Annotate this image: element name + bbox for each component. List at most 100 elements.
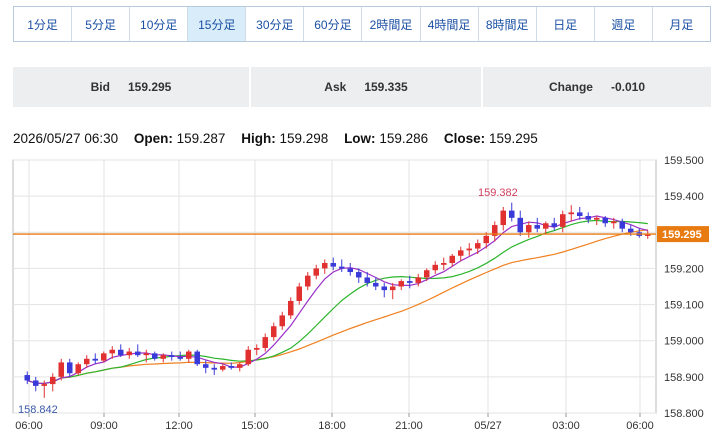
- candle-body: [304, 275, 311, 287]
- candle-body: [92, 358, 99, 361]
- close-value: 159.295: [488, 131, 538, 146]
- y-tick-label: 159.100: [664, 300, 704, 312]
- ask-panel: Ask 159.335: [251, 67, 481, 107]
- candle-body: [372, 282, 379, 287]
- candle-body: [457, 250, 464, 256]
- candle-body: [474, 243, 481, 249]
- tab-timeframe-4[interactable]: 15分足: [188, 7, 247, 41]
- candle-body: [610, 221, 617, 224]
- candle-body: [58, 362, 65, 377]
- current-price-tag: [657, 226, 709, 243]
- candle-body: [627, 228, 634, 233]
- candle-body: [151, 353, 158, 359]
- high-value: 159.298: [279, 131, 329, 146]
- tab-timeframe-8[interactable]: 4時間足: [421, 7, 479, 41]
- timeframe-tabs: 1分足 5分足 10分足 15分足 30分足 60分足 2時間足 4時間足 8時間足 日足 週足 月足: [13, 6, 711, 42]
- x-tick-label: 05/27: [474, 420, 502, 432]
- candle-body: [236, 364, 243, 368]
- candle-body: [75, 364, 82, 374]
- candle-body: [134, 351, 141, 356]
- tab-timeframe-11[interactable]: 週足: [595, 7, 653, 41]
- candle-body: [168, 355, 175, 357]
- candle-body: [41, 384, 48, 386]
- candle-body: [117, 349, 124, 356]
- candle-body: [500, 210, 507, 226]
- candle-body: [160, 355, 167, 359]
- candle-body: [559, 214, 566, 227]
- candle-body: [211, 367, 218, 370]
- candle-body: [449, 255, 456, 264]
- high-annotation: 159.382: [478, 187, 518, 199]
- candle-body: [202, 364, 209, 368]
- tab-timeframe-12[interactable]: 月足: [669, 17, 694, 32]
- change-panel: Change -0.010: [483, 67, 711, 107]
- low-value: 159.286: [379, 131, 429, 146]
- open-label: Open:: [133, 131, 173, 146]
- candle-body: [432, 264, 439, 271]
- close-label: Close:: [443, 131, 486, 146]
- bid-label: Bid: [90, 80, 110, 94]
- candle-body: [466, 248, 473, 251]
- candle-body: [253, 347, 260, 350]
- x-tick-label: 18:00: [318, 420, 346, 432]
- open-value: 159.287: [176, 131, 226, 146]
- candle-body: [576, 212, 583, 217]
- candle-body: [219, 366, 226, 370]
- candle-body: [525, 225, 532, 233]
- y-tick-label: 158.800: [664, 408, 704, 420]
- candle-body: [313, 268, 320, 276]
- tab-timeframe-10[interactable]: 日足: [537, 7, 595, 41]
- candle-body: [619, 221, 626, 229]
- candle-body: [330, 263, 337, 267]
- candle-body: [508, 210, 515, 218]
- y-tick-label: 159.000: [664, 336, 704, 348]
- candle-body: [593, 217, 600, 220]
- low-label: Low:: [344, 131, 376, 146]
- candle-body: [194, 351, 201, 365]
- candle-body: [483, 235, 490, 244]
- candle-body: [440, 263, 447, 265]
- candle-body: [551, 223, 558, 227]
- candle-body: [32, 380, 39, 386]
- candle-body: [177, 356, 184, 359]
- candle-body: [381, 286, 388, 291]
- ohlc-datetime: 2026/05/27 06:30: [13, 131, 119, 146]
- candle-body: [270, 326, 277, 338]
- low-annotation: 158.842: [18, 404, 58, 416]
- candle-body: [287, 300, 294, 316]
- tab-timeframe-2[interactable]: 5分足: [72, 7, 131, 41]
- current-price-tag-label: 159.295: [662, 229, 702, 241]
- y-tick-label: 158.900: [664, 372, 704, 384]
- tab-timeframe-3[interactable]: 10分足: [130, 7, 189, 41]
- candle-body: [338, 266, 345, 269]
- candle-body: [109, 349, 116, 354]
- ohlc-readout: 2026/05/27 06:30 Open: 159.287 High: 159…: [13, 131, 538, 146]
- change-value: -0.010: [610, 80, 646, 94]
- candle-body: [644, 234, 651, 236]
- candle-body: [66, 362, 73, 374]
- candle-body: [279, 315, 286, 327]
- candle-body: [228, 366, 235, 368]
- bid-panel: Bid 159.295: [13, 67, 249, 107]
- tab-timeframe-1[interactable]: 1分足: [14, 7, 73, 41]
- candle-body: [355, 272, 362, 278]
- tab-timeframe-7[interactable]: 2時間足: [362, 7, 421, 41]
- candle-body: [534, 225, 541, 229]
- x-tick-label: 12:00: [165, 420, 193, 432]
- candle-body: [423, 270, 430, 278]
- tab-timeframe-5[interactable]: 30分足: [246, 7, 305, 41]
- candle-body: [321, 263, 328, 269]
- candle-body: [185, 351, 192, 359]
- candle-body: [406, 281, 413, 283]
- tab-timeframe-9[interactable]: 8時間足: [479, 7, 537, 41]
- candle-body: [296, 286, 303, 301]
- high-label: High:: [241, 131, 276, 146]
- x-tick-label: 21:00: [395, 420, 423, 432]
- candle-body: [100, 353, 107, 361]
- candle-body: [602, 217, 609, 224]
- candle-body: [83, 358, 90, 365]
- tab-timeframe-6[interactable]: 60分足: [304, 7, 363, 41]
- candle-body: [143, 353, 150, 356]
- candle-body: [398, 281, 405, 287]
